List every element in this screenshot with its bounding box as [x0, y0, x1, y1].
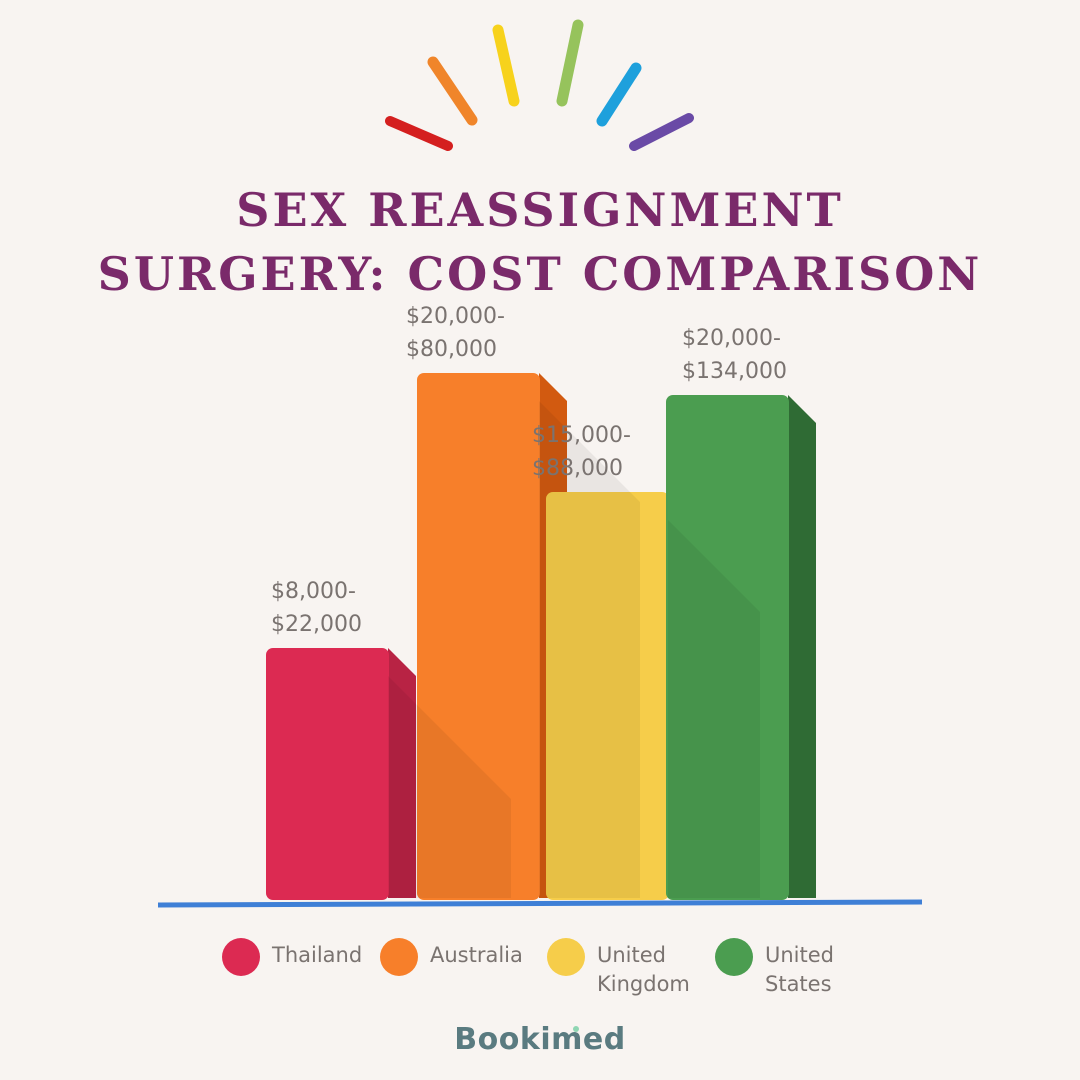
- chart-legend: Thailand Australia United Kingdom United St…: [0, 938, 1080, 1008]
- purple-ray-icon: [629, 113, 694, 151]
- legend-swatch-thailand: [222, 938, 260, 976]
- blue-ray-icon: [596, 62, 642, 127]
- legend-label-thailand: Thailand: [272, 943, 363, 967]
- chart-title: SEX REASSIGNMENT SURGERY: COST COMPARISO…: [0, 178, 1080, 306]
- legend-item-australia: Australia: [380, 938, 550, 976]
- bar-shadow-australia: [539, 401, 640, 898]
- legend-label-australia: Australia: [430, 943, 523, 967]
- bar-front-united-kingdom: [546, 492, 669, 900]
- value-label-united-states-min: $20,000-: [682, 326, 781, 351]
- brand-logo-dot: [573, 1026, 579, 1032]
- chart-title-line-1: SEX REASSIGNMENT: [236, 183, 844, 237]
- green-ray-icon: [556, 19, 584, 107]
- red-ray-icon: [385, 116, 453, 151]
- legend-label-united-kingdom: United Kingdom: [597, 943, 690, 996]
- brand-logo: Bookimed: [454, 1022, 626, 1057]
- value-label-united-states-max: $134,000: [682, 359, 787, 384]
- value-label-thailand-min: $8,000-: [271, 579, 356, 604]
- yellow-ray-icon: [492, 24, 520, 107]
- legend-label-united-states: United States: [765, 943, 834, 996]
- legend-swatch-australia: [380, 938, 418, 976]
- bar-side-united-states: [788, 395, 816, 898]
- value-label-united-kingdom-min: $15,000-: [532, 423, 631, 448]
- bar-front-australia: [417, 373, 540, 900]
- bar-thailand: [266, 648, 416, 900]
- legend-item-united-kingdom: United Kingdom: [547, 938, 717, 999]
- bar-shadow-united-kingdom: [668, 520, 760, 898]
- bar-front-united-states: [666, 395, 789, 900]
- bar-side-thailand: [388, 648, 416, 898]
- value-label-australia-max: $80,000: [406, 337, 497, 362]
- value-label-thailand-max: $22,000: [271, 612, 362, 637]
- orange-ray-icon: [427, 56, 478, 126]
- rainbow-rays-icon: [385, 19, 694, 151]
- legend-item-united-states: United States: [715, 938, 885, 999]
- bar-chart: $8,000- $22,000 $20,000- $80,000 $15,000- $88…: [157, 304, 923, 908]
- bar-united-states: [666, 395, 816, 900]
- legend-item-thailand: Thailand: [222, 938, 392, 976]
- value-label-united-kingdom-max: $88,000: [532, 456, 623, 481]
- legend-swatch-united-kingdom: [547, 938, 585, 976]
- x-axis-baseline: [157, 899, 923, 908]
- chart-title-line-2: SURGERY: COST COMPARISON: [97, 247, 983, 301]
- bar-front-thailand: [266, 648, 389, 900]
- legend-swatch-united-states: [715, 938, 753, 976]
- bar-shadow-thailand: [388, 676, 511, 898]
- value-label-australia-min: $20,000-: [406, 304, 505, 329]
